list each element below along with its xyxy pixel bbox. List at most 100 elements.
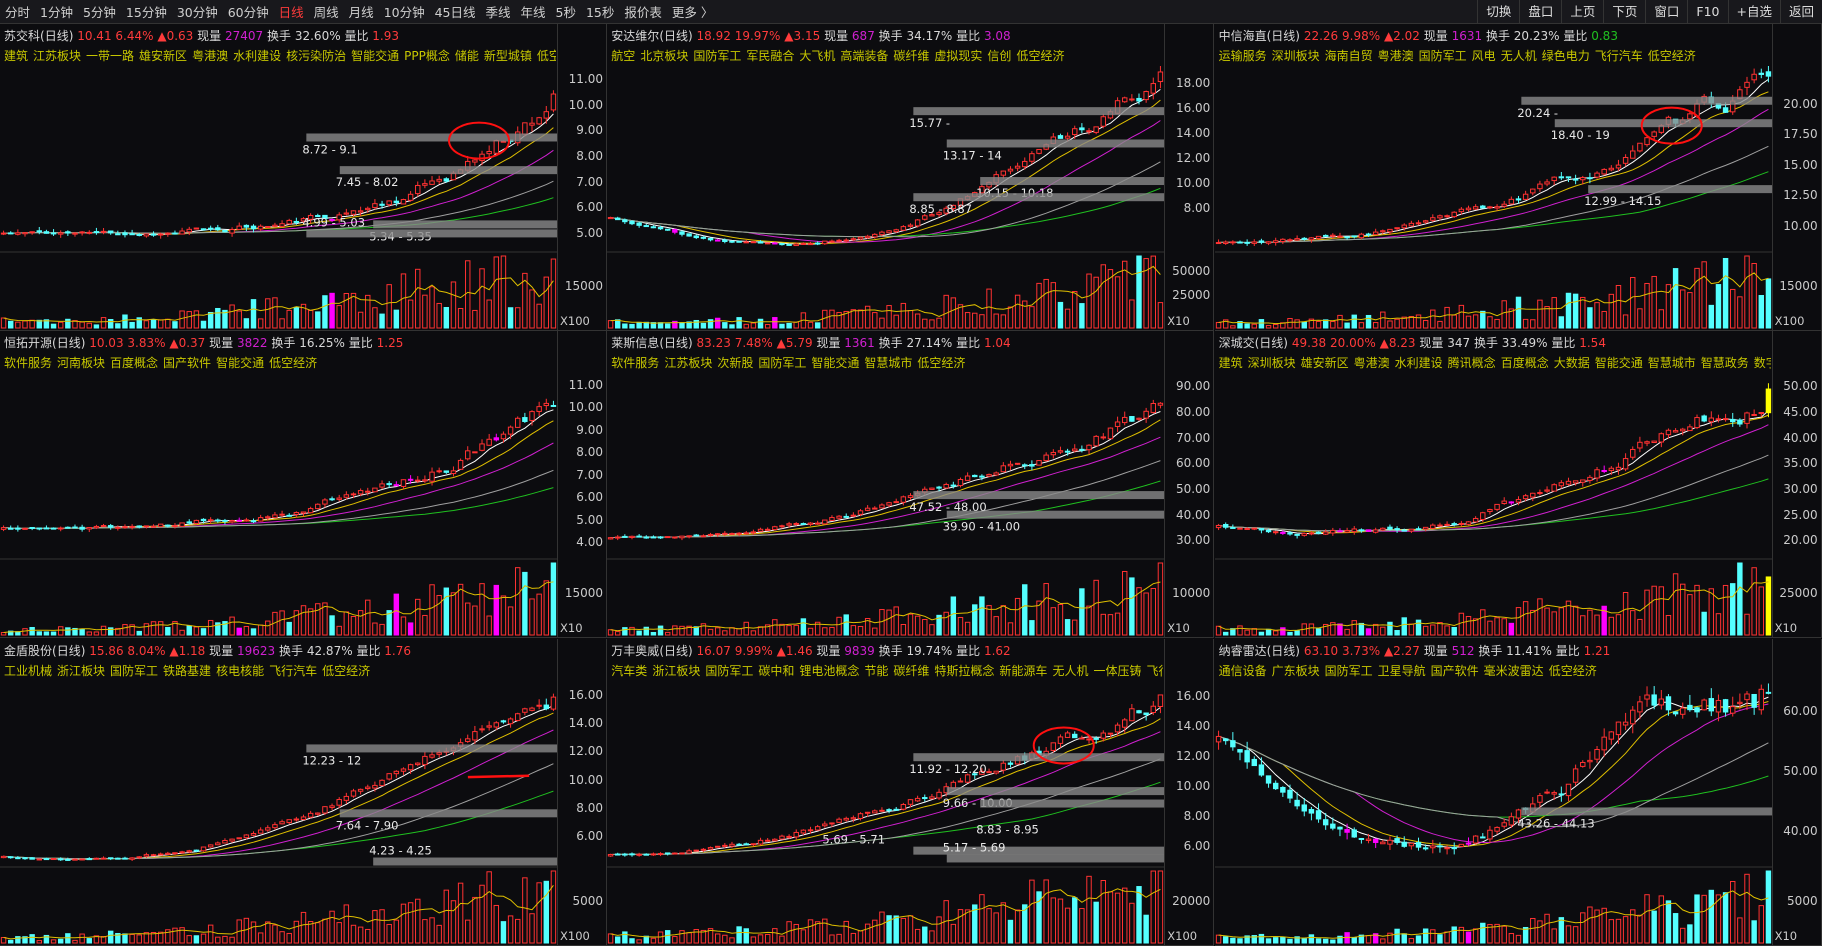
kline-chart[interactable]: 12.23 - 127.64 - 7.904.23 - 4.25 (0, 639, 557, 946)
concept-tag[interactable]: 航空 (611, 49, 636, 63)
concept-tag[interactable]: 国防军工 (1418, 49, 1467, 63)
concept-tag[interactable]: 粤港澳 (1377, 49, 1414, 63)
tab-period[interactable]: 更多 〉 (671, 5, 714, 20)
concept-tag[interactable]: 智能交通 (811, 356, 860, 371)
stock-chart-panel[interactable]: 中信海直(日线) 22.26 9.98% ▲2.02 现量 1631 换手 20… (1214, 24, 1822, 331)
concept-tag[interactable]: 水利建设 (233, 49, 282, 63)
concept-tag[interactable]: 锂电池概念 (799, 663, 860, 678)
concept-tag[interactable]: 飞行汽车 (1146, 663, 1163, 678)
concept-tag[interactable]: 百度概念 (1500, 356, 1549, 371)
concept-tag[interactable]: 江苏板块 (33, 49, 82, 63)
toolbar-button[interactable]: 切换 (1477, 0, 1519, 24)
concept-tag[interactable]: 海南自贸 (1324, 49, 1373, 63)
stock-chart-panel[interactable]: 莱斯信息(日线) 83.23 7.48% ▲5.79 现量 1361 换手 27… (607, 331, 1215, 639)
concept-tag[interactable]: 国防军工 (693, 49, 742, 63)
concept-tag[interactable]: 碳纤维 (893, 49, 930, 63)
concept-tag[interactable]: 智慧政务 (1700, 356, 1749, 371)
concept-tag[interactable]: 河南板块 (57, 356, 106, 371)
concept-tag[interactable]: 铁路基建 (163, 663, 212, 678)
concept-tag[interactable]: 虚拟现实 (934, 49, 983, 63)
concept-tag[interactable]: 特斯拉概念 (934, 663, 995, 678)
concept-tag[interactable]: 智能交通 (216, 356, 265, 371)
tab-period[interactable]: 15分钟 (125, 5, 167, 20)
concept-tag[interactable]: 国防军工 (110, 663, 159, 678)
concept-tag[interactable]: 水利建设 (1394, 356, 1443, 371)
concept-tag[interactable]: 雄安新区 (139, 49, 188, 63)
tab-period[interactable]: 报价表 (624, 5, 662, 20)
kline-chart[interactable]: 8.72 - 9.17.45 - 8.025.34 - 5.354.99 - 5… (0, 24, 557, 331)
concept-tag[interactable]: 浙江板块 (652, 663, 701, 678)
concept-tag[interactable]: 建筑 (4, 49, 29, 63)
tab-period[interactable]: 5分钟 (82, 5, 116, 20)
concept-tag[interactable]: 毫米波雷达 (1483, 663, 1544, 678)
concept-tag[interactable]: 江苏板块 (664, 356, 713, 371)
concept-tag[interactable]: 浙江板块 (57, 663, 106, 678)
concept-tag[interactable]: 低空经济 (322, 663, 371, 678)
concept-tag[interactable]: 汽车类 (611, 663, 648, 678)
concept-tag[interactable]: 飞行汽车 (269, 663, 318, 678)
concept-tag[interactable]: 风电 (1471, 49, 1496, 63)
stock-chart-panel[interactable]: 恒拓开源(日线) 10.03 3.83% ▲0.37 现量 3822 换手 16… (0, 331, 607, 639)
concept-tag[interactable]: 信创 (987, 49, 1012, 63)
concept-tag[interactable]: 一体压铸 (1093, 663, 1142, 678)
concept-tag[interactable]: 粤港澳 (192, 49, 229, 63)
concept-tag[interactable]: 粤港澳 (1353, 356, 1390, 371)
concept-tag[interactable]: 节能 (864, 663, 889, 678)
concept-tag[interactable]: 腾讯概念 (1447, 356, 1496, 371)
tab-period[interactable]: 60分钟 (227, 5, 269, 20)
concept-tag[interactable]: 深圳板块 (1247, 356, 1296, 371)
tab-period[interactable]: 周线 (313, 5, 339, 20)
concept-tag[interactable]: 低空经济 (1016, 49, 1065, 63)
concept-tag[interactable]: 储能 (454, 49, 479, 63)
concept-tag[interactable]: 运输服务 (1218, 49, 1267, 63)
tab-period[interactable]: 日线 (278, 5, 304, 20)
kline-chart[interactable]: 11.92 - 12.209.66 - 10.008.83 - 8.955.69… (607, 639, 1165, 946)
concept-tag[interactable]: 软件服务 (4, 356, 53, 371)
kline-chart[interactable]: 43.26 - 44.13 (1214, 639, 1772, 946)
concept-tag[interactable]: 北京板块 (640, 49, 689, 63)
concept-tag[interactable]: 通信设备 (1218, 663, 1267, 678)
concept-tag[interactable]: 智能交通 (1594, 356, 1643, 371)
concept-tag[interactable]: 软件服务 (611, 356, 660, 371)
tab-period[interactable]: 分时 (5, 5, 31, 20)
tab-period[interactable]: 30分钟 (176, 5, 218, 20)
concept-tag[interactable]: 飞行汽车 (1594, 49, 1643, 63)
tab-period[interactable]: 季线 (485, 5, 511, 20)
concept-tag[interactable]: 低空经济 (269, 356, 318, 371)
concept-tag[interactable]: 智慧城市 (1647, 356, 1696, 371)
concept-tag[interactable]: 广东板块 (1271, 663, 1320, 678)
tab-period[interactable]: 1分钟 (40, 5, 73, 20)
concept-tag[interactable]: PPP概念 (404, 49, 450, 63)
concept-tag[interactable]: 无人机 (1500, 49, 1537, 63)
concept-tag[interactable]: 大飞机 (799, 49, 836, 63)
concept-tag[interactable]: 低空经济 (1548, 663, 1597, 678)
concept-tag[interactable]: 国防军工 (1324, 663, 1373, 678)
concept-tag[interactable]: 深圳板块 (1271, 49, 1320, 63)
concept-tag[interactable]: 国防军工 (758, 356, 807, 371)
concept-tag[interactable]: 无人机 (1052, 663, 1089, 678)
tab-period[interactable]: 5秒 (555, 5, 576, 20)
concept-tag[interactable]: 工业机械 (4, 663, 53, 678)
toolbar-button[interactable]: 下页 (1603, 0, 1645, 24)
concept-tag[interactable]: 国防军工 (705, 663, 754, 678)
concept-tag[interactable]: 高端装备 (840, 49, 889, 63)
concept-tag[interactable]: 核污染防治 (286, 49, 347, 63)
toolbar-button[interactable]: +自选 (1727, 0, 1780, 24)
toolbar-button[interactable]: 窗口 (1645, 0, 1687, 24)
concept-tag[interactable]: 大数据 (1553, 356, 1590, 371)
concept-tag[interactable]: 智慧城市 (864, 356, 913, 371)
toolbar-button[interactable]: 盘口 (1519, 0, 1561, 24)
concept-tag[interactable]: 智能交通 (351, 49, 400, 63)
concept-tag[interactable]: 低空经济 (917, 356, 966, 371)
tab-period[interactable]: 15秒 (585, 5, 615, 20)
concept-tag[interactable]: 卫星导航 (1377, 663, 1426, 678)
concept-tag[interactable]: 低空经济 (1647, 49, 1696, 63)
concept-tag[interactable]: 次新股 (717, 356, 754, 371)
concept-tag[interactable]: 新能源车 (999, 663, 1048, 678)
stock-chart-panel[interactable]: 纳睿雷达(日线) 63.10 3.73% ▲2.27 现量 512 换手 11.… (1214, 638, 1822, 946)
stock-chart-panel[interactable]: 万丰奥威(日线) 16.07 9.99% ▲1.46 现量 9839 换手 19… (607, 638, 1215, 946)
concept-tag[interactable]: 雄安新区 (1300, 356, 1349, 371)
